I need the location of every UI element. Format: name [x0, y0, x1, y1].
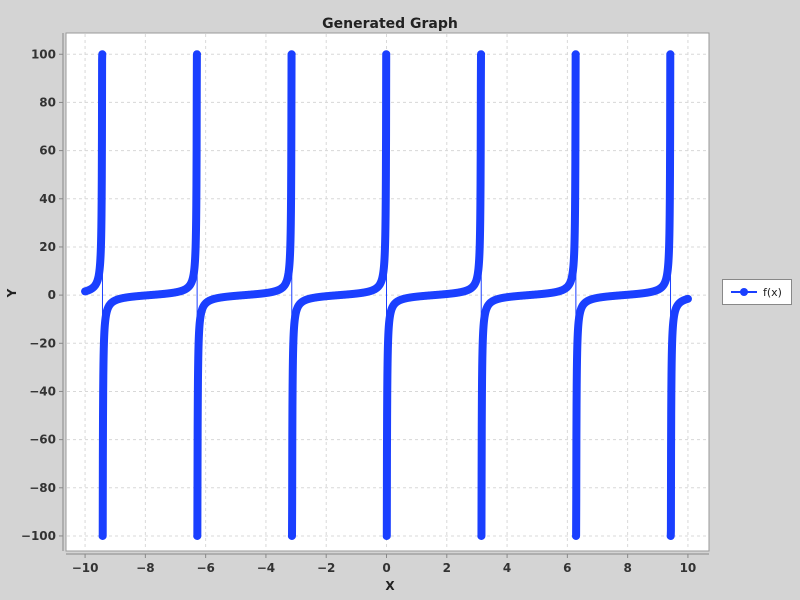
- x-tick-label: −2: [317, 561, 335, 575]
- x-tick-label: 2: [443, 561, 451, 575]
- y-tick-label: 100: [31, 47, 56, 61]
- y-tick-label: −20: [29, 336, 56, 350]
- x-tick-label: 6: [563, 561, 571, 575]
- x-tick-label: 4: [503, 561, 511, 575]
- y-tick-label: 60: [39, 144, 56, 158]
- x-tick-label: −10: [72, 561, 99, 575]
- y-tick-label: 0: [48, 288, 56, 302]
- x-tick-label: −6: [196, 561, 214, 575]
- y-tick-label: 40: [39, 192, 56, 206]
- y-tick-label: −60: [29, 433, 56, 447]
- chart-title: Generated Graph: [322, 16, 458, 32]
- y-tick-label: 20: [39, 240, 56, 254]
- legend-swatch: [731, 287, 757, 297]
- series-markers: [81, 50, 692, 540]
- y-tick-label: −40: [29, 384, 56, 398]
- legend-label-fx: f(x): [763, 285, 782, 299]
- x-tick-label: 8: [623, 561, 631, 575]
- y-axis-label: Y: [5, 288, 19, 298]
- y-tick-label: −100: [21, 529, 56, 543]
- y-tick-label: −80: [29, 481, 56, 495]
- series-fx: [81, 50, 692, 540]
- x-tick-label: −8: [136, 561, 154, 575]
- plot-area-group: −10 −8 −6 −4 −2 0 2 4 6 8 10−100−80−60−40−20020406…: [21, 32, 710, 575]
- x-tick-label: −4: [257, 561, 275, 575]
- x-axis-label: X: [385, 579, 395, 593]
- x-tick-label: 10: [680, 561, 697, 575]
- y-tick-label: 80: [39, 95, 56, 109]
- x-tick-label: 0: [382, 561, 390, 575]
- legend: f(x): [722, 279, 792, 305]
